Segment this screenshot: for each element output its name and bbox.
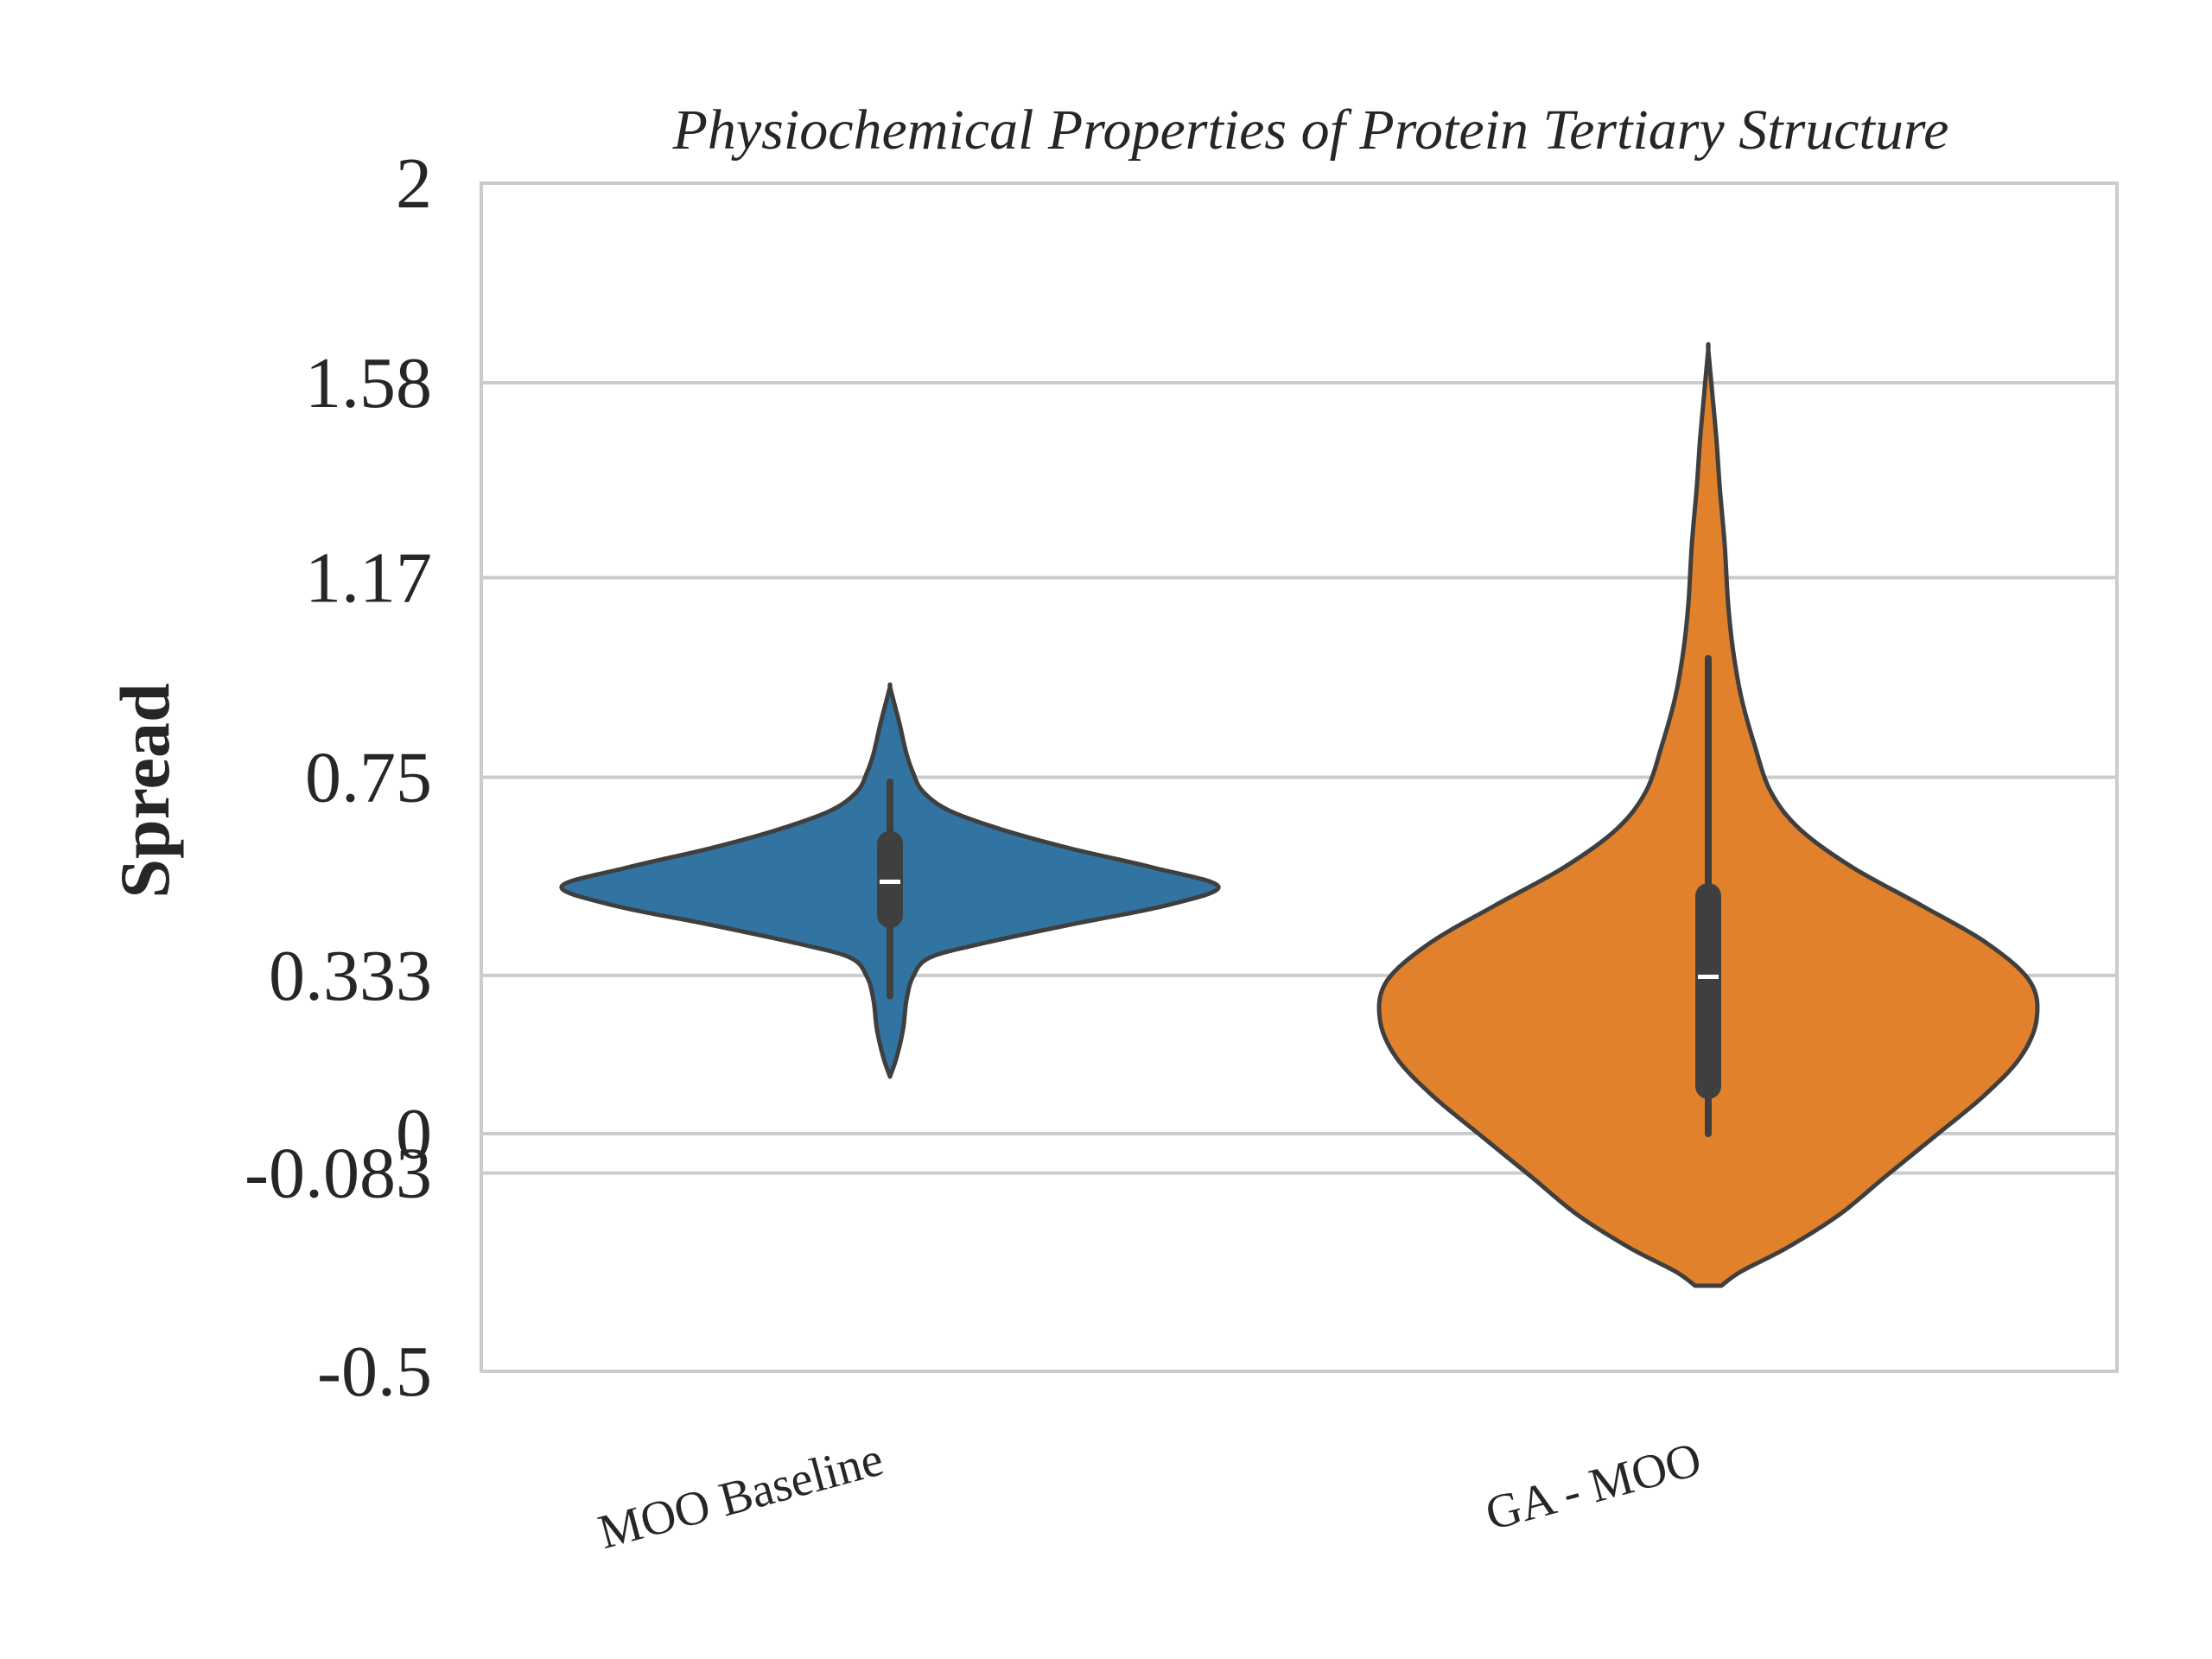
- violins: [559, 341, 2040, 1288]
- y-tick-label: 1.58: [305, 343, 432, 423]
- y-tick-label: 0.75: [305, 738, 432, 818]
- y-tick-label: 2: [396, 143, 432, 224]
- plot-frame: [480, 181, 2119, 1373]
- grid-lines: [481, 381, 2117, 1175]
- y-axis-label: Spread: [105, 683, 184, 898]
- y-tick-label: 0.333: [269, 936, 432, 1016]
- y-tick-label: 0: [396, 1094, 432, 1174]
- y-tick-label: 1.17: [305, 538, 432, 619]
- y-tick-label: -0.5: [317, 1332, 432, 1412]
- y-tick-label: -0.083: [245, 1134, 432, 1214]
- chart-title: Physiochemical Properties of Protein Ter…: [672, 99, 1949, 162]
